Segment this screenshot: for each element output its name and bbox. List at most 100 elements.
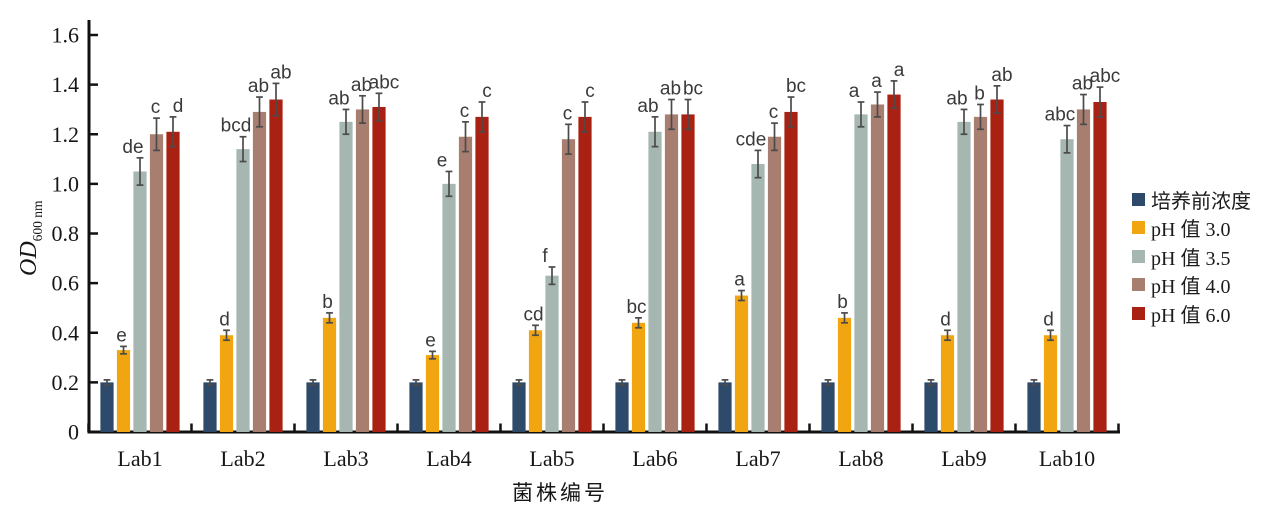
x-category-label: Lab10 bbox=[1039, 446, 1095, 471]
legend-item: pH 值 3.5 bbox=[1132, 242, 1251, 271]
bar bbox=[821, 382, 835, 432]
bar bbox=[631, 322, 646, 432]
sig-letter: abc bbox=[1045, 105, 1076, 126]
sig-letter: bcd bbox=[221, 116, 252, 137]
y-axis-title: OD600 nm bbox=[16, 200, 45, 276]
bar bbox=[372, 106, 386, 433]
y-tick-label: 0 bbox=[68, 420, 79, 445]
sig-letter: bc bbox=[786, 76, 806, 97]
sig-letter: f bbox=[542, 246, 548, 267]
bar bbox=[990, 99, 1004, 432]
x-category-label: Lab3 bbox=[323, 446, 368, 471]
bar bbox=[409, 382, 423, 432]
sig-letter: ab bbox=[660, 79, 681, 100]
sig-letter: b bbox=[974, 83, 985, 104]
sig-letter: e bbox=[437, 150, 448, 171]
bar bbox=[269, 99, 283, 432]
bar bbox=[133, 171, 147, 432]
bar bbox=[887, 94, 901, 433]
bar bbox=[664, 114, 679, 433]
sig-letter: bc bbox=[683, 79, 703, 100]
bar bbox=[784, 111, 798, 432]
sig-letter: c bbox=[769, 102, 779, 123]
x-category-label: Lab8 bbox=[838, 446, 883, 471]
bar bbox=[924, 382, 938, 432]
sig-letter: ab bbox=[351, 75, 372, 96]
sig-letter: ab bbox=[248, 76, 269, 97]
legend-swatch-ph4-0 bbox=[1132, 278, 1145, 292]
x-category-label: Lab2 bbox=[220, 446, 265, 471]
sig-letter: b bbox=[322, 292, 333, 313]
x-category-label: Lab7 bbox=[735, 446, 780, 471]
sig-letter: cd bbox=[523, 304, 543, 325]
bar bbox=[528, 330, 543, 432]
bar bbox=[718, 382, 732, 432]
bar bbox=[1027, 382, 1041, 432]
bar bbox=[339, 121, 353, 432]
sig-letter: ab bbox=[328, 88, 349, 109]
bar bbox=[973, 116, 988, 432]
legend-label: 培养前浓度 bbox=[1151, 190, 1251, 213]
bar bbox=[100, 382, 114, 432]
legend: 培养前浓度 pH 值 3.0 pH 值 3.5 pH 值 4.0 pH 值 6.… bbox=[1132, 185, 1251, 328]
sig-letter: ab bbox=[946, 88, 967, 109]
legend-item: 培养前浓度 bbox=[1132, 185, 1251, 214]
bar bbox=[1076, 109, 1091, 432]
sig-letter: c bbox=[460, 101, 470, 122]
sig-letter: d bbox=[940, 309, 951, 330]
legend-swatch-ph6-0 bbox=[1132, 306, 1145, 320]
bar bbox=[1060, 139, 1074, 432]
legend-label: pH 值 3.0 bbox=[1151, 219, 1231, 242]
y-tick-label: 1.2 bbox=[52, 122, 80, 147]
sig-letter: bc bbox=[626, 297, 646, 318]
sig-letter: b bbox=[837, 292, 848, 313]
y-tick-label: 0.8 bbox=[52, 221, 80, 246]
bar bbox=[837, 317, 852, 432]
bar bbox=[236, 149, 250, 432]
bar bbox=[545, 275, 559, 432]
y-tick-label: 1.4 bbox=[52, 72, 80, 97]
bar bbox=[116, 350, 131, 432]
bar bbox=[957, 121, 971, 432]
sig-letter: ab bbox=[991, 65, 1012, 86]
sig-letter: a bbox=[734, 270, 745, 291]
bar bbox=[252, 111, 267, 432]
legend-item: pH 值 6.0 bbox=[1132, 299, 1251, 328]
bar bbox=[355, 109, 370, 432]
bar bbox=[734, 295, 749, 432]
legend-label: pH 值 3.5 bbox=[1151, 247, 1231, 270]
sig-letter: cde bbox=[736, 129, 767, 150]
sig-letter: a bbox=[849, 81, 860, 102]
legend-swatch-ph3-5 bbox=[1132, 249, 1145, 263]
bar bbox=[442, 183, 456, 432]
legend-item: pH 值 4.0 bbox=[1132, 271, 1251, 300]
bar bbox=[681, 114, 695, 433]
sig-letter: a bbox=[871, 71, 882, 92]
bar bbox=[578, 116, 592, 432]
y-tick-label: 0.6 bbox=[52, 271, 80, 296]
legend-label: pH 值 4.0 bbox=[1151, 276, 1231, 299]
legend-swatch-ph3-0 bbox=[1132, 221, 1145, 235]
bar bbox=[854, 114, 868, 433]
bar bbox=[870, 104, 885, 432]
bar bbox=[149, 134, 164, 432]
sig-letter: d bbox=[173, 96, 184, 117]
sig-letter: d bbox=[1043, 309, 1054, 330]
x-axis-title: 菌株编号 bbox=[512, 481, 608, 505]
bar bbox=[940, 335, 955, 432]
bar bbox=[203, 382, 217, 432]
sig-letter: ab bbox=[1072, 74, 1093, 95]
bar bbox=[166, 131, 180, 433]
x-category-label: Lab5 bbox=[529, 446, 574, 471]
sig-letter: ab bbox=[270, 62, 291, 83]
x-category-label: Lab4 bbox=[426, 446, 471, 471]
y-tick-label: 1.0 bbox=[52, 171, 80, 196]
sig-letter: c bbox=[151, 97, 161, 118]
bar bbox=[1093, 101, 1107, 433]
sig-letter: e bbox=[116, 325, 127, 346]
bar bbox=[322, 317, 337, 432]
bar bbox=[767, 136, 782, 432]
bar bbox=[1043, 335, 1058, 432]
x-category-label: Lab9 bbox=[941, 446, 986, 471]
